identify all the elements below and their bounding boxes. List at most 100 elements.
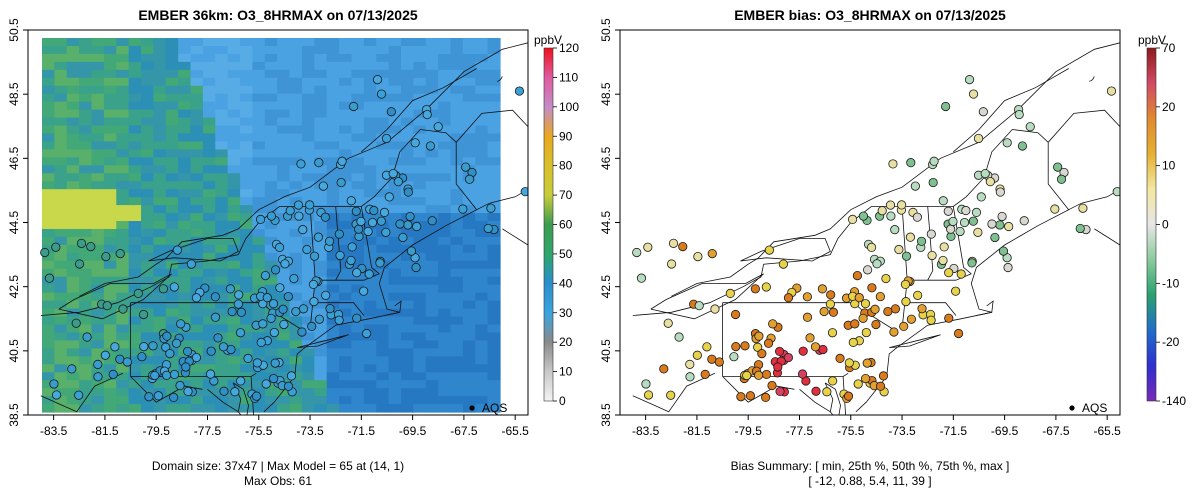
grid-cell — [227, 364, 241, 373]
grid-cell — [301, 53, 315, 63]
grid-cell — [363, 260, 377, 270]
grid-cell — [240, 324, 254, 334]
bias-site-point — [692, 350, 702, 360]
grid-cell — [326, 276, 340, 286]
obs-site-point — [406, 246, 417, 256]
grid-cell — [462, 93, 476, 103]
grid-cell — [462, 197, 476, 206]
grid-cell — [91, 228, 105, 238]
grid-cell — [103, 101, 117, 111]
grid-cell — [462, 268, 476, 278]
grid-cell — [413, 133, 427, 143]
grid-cell — [289, 284, 303, 294]
grid-cell — [66, 404, 80, 413]
grid-cell — [301, 109, 315, 119]
grid-cell — [450, 213, 464, 222]
left-colorbar-tick-label: 120 — [559, 41, 579, 55]
grid-cell — [178, 117, 192, 127]
grid-cell — [240, 268, 254, 278]
grid-cell — [301, 141, 315, 151]
grid-cell — [400, 404, 414, 413]
grid-cell — [215, 324, 229, 334]
grid-cell — [227, 93, 241, 103]
grid-cell — [79, 221, 93, 230]
grid-cell — [91, 149, 105, 158]
grid-cell — [190, 101, 204, 111]
grid-cell — [240, 388, 254, 397]
grid-cell — [240, 348, 254, 357]
grid-cell — [462, 356, 476, 365]
grid-cell — [128, 268, 142, 278]
grid-cell — [277, 117, 291, 127]
grid-cell — [227, 356, 241, 365]
grid-cell — [215, 173, 229, 182]
obs-site-point — [422, 109, 432, 120]
grid-cell — [215, 141, 229, 151]
grid-cell — [153, 77, 167, 87]
grid-cell — [425, 276, 439, 286]
obs-site-point — [162, 331, 172, 341]
grid-cell — [314, 372, 328, 381]
grid-cell — [277, 61, 291, 71]
grid-cell — [339, 268, 353, 278]
bias-site-point — [944, 313, 954, 323]
grid-cell — [351, 308, 365, 318]
bias-site-point — [872, 259, 882, 269]
grid-cell — [400, 340, 414, 349]
grid-cell — [277, 125, 291, 135]
grid-cell — [363, 197, 377, 206]
grid-cell — [363, 316, 377, 326]
grid-cell — [227, 189, 241, 198]
right-boundary-line — [953, 68, 1069, 153]
grid-cell — [400, 260, 414, 270]
grid-cell — [388, 252, 402, 262]
grid-cell — [128, 93, 142, 103]
grid-cell — [190, 276, 204, 286]
grid-cell — [462, 149, 476, 158]
grid-cell — [227, 117, 241, 127]
grid-cell — [227, 141, 241, 151]
grid-cell — [215, 268, 229, 278]
obs-site-point — [405, 211, 415, 222]
grid-cell — [388, 77, 402, 87]
grid-cell — [326, 205, 340, 214]
grid-cell — [54, 252, 68, 262]
grid-cell — [91, 197, 105, 206]
bias-site-point — [685, 359, 695, 369]
grid-cell — [202, 85, 216, 95]
grid-cell — [450, 372, 464, 381]
grid-cell — [400, 236, 414, 246]
grid-cell — [128, 340, 142, 349]
grid-cell — [227, 173, 241, 182]
grid-cell — [277, 396, 291, 405]
obs-site-point — [269, 327, 279, 338]
grid-cell — [351, 189, 365, 198]
grid-cell — [165, 205, 179, 214]
grid-cell — [54, 53, 68, 63]
grid-cell — [363, 300, 377, 310]
grid-cell — [215, 133, 229, 143]
bias-site-point — [754, 331, 764, 341]
grid-cell — [289, 109, 303, 119]
grid-cell — [314, 380, 328, 389]
grid-cell — [252, 149, 266, 158]
grid-cell — [376, 53, 390, 63]
grid-cell — [400, 133, 414, 143]
bias-site-point — [964, 75, 975, 85]
grid-cell — [351, 284, 365, 294]
grid-cell — [54, 228, 68, 238]
grid-cell — [128, 125, 142, 135]
grid-cell — [91, 340, 105, 349]
grid-cell — [202, 165, 216, 174]
grid-cell — [475, 404, 489, 413]
grid-cell — [475, 340, 489, 349]
left-x-tick-label: -69.5 — [399, 424, 427, 438]
grid-cell — [240, 380, 254, 389]
left-map-panel: EMBER 36km: O3_8HRMAX on 07/13/2025 -83.… — [7, 7, 579, 488]
grid-cell — [475, 228, 489, 238]
grid-cell — [66, 276, 80, 286]
grid-cell — [190, 228, 204, 238]
grid-cell — [42, 268, 55, 278]
grid-cell — [202, 141, 216, 151]
bias-site-point — [928, 177, 938, 188]
